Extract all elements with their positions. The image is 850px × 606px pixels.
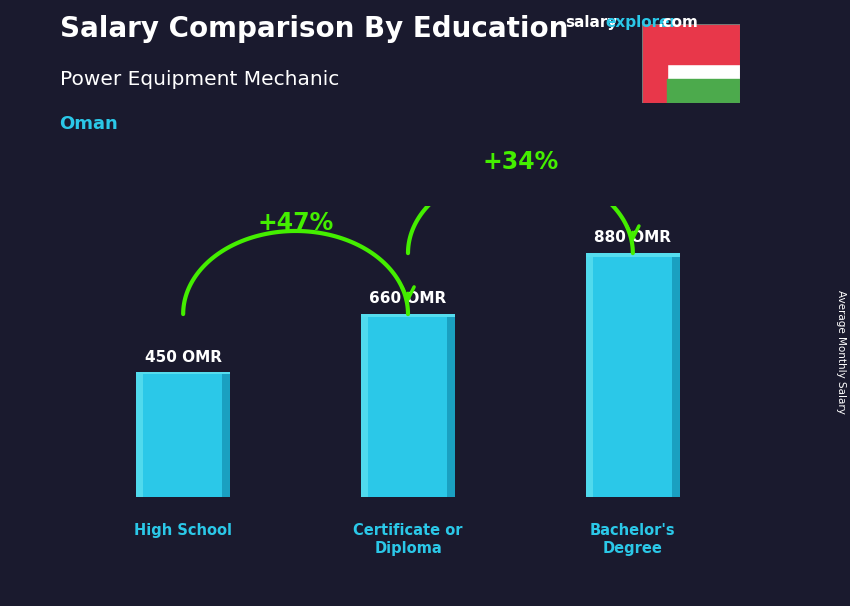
Text: salary: salary xyxy=(565,15,618,30)
Bar xyxy=(360,314,456,497)
Bar xyxy=(222,372,230,497)
Text: .com: .com xyxy=(657,15,698,30)
Bar xyxy=(586,253,593,497)
Text: 450 OMR: 450 OMR xyxy=(144,350,222,364)
Text: 880 OMR: 880 OMR xyxy=(594,230,672,245)
Bar xyxy=(672,253,680,497)
Bar xyxy=(136,372,230,497)
Text: 660 OMR: 660 OMR xyxy=(370,291,446,306)
Text: Certificate or
Diploma: Certificate or Diploma xyxy=(354,523,462,556)
Text: Power Equipment Mechanic: Power Equipment Mechanic xyxy=(60,70,339,88)
Bar xyxy=(360,314,456,317)
Bar xyxy=(136,372,144,497)
Bar xyxy=(667,79,740,103)
Text: +34%: +34% xyxy=(482,150,558,174)
Text: Bachelor's
Degree: Bachelor's Degree xyxy=(590,523,676,556)
Text: High School: High School xyxy=(134,523,232,538)
Bar xyxy=(136,372,230,374)
Bar xyxy=(586,253,680,497)
Text: explorer: explorer xyxy=(605,15,677,30)
Bar xyxy=(360,314,368,497)
Text: Oman: Oman xyxy=(60,115,118,133)
Text: +47%: +47% xyxy=(258,211,334,235)
Text: Average Monthly Salary: Average Monthly Salary xyxy=(836,290,846,413)
Bar xyxy=(667,24,740,64)
Bar xyxy=(586,253,680,257)
Text: Salary Comparison By Education: Salary Comparison By Education xyxy=(60,15,568,43)
Bar xyxy=(642,24,667,103)
Bar xyxy=(447,314,456,497)
